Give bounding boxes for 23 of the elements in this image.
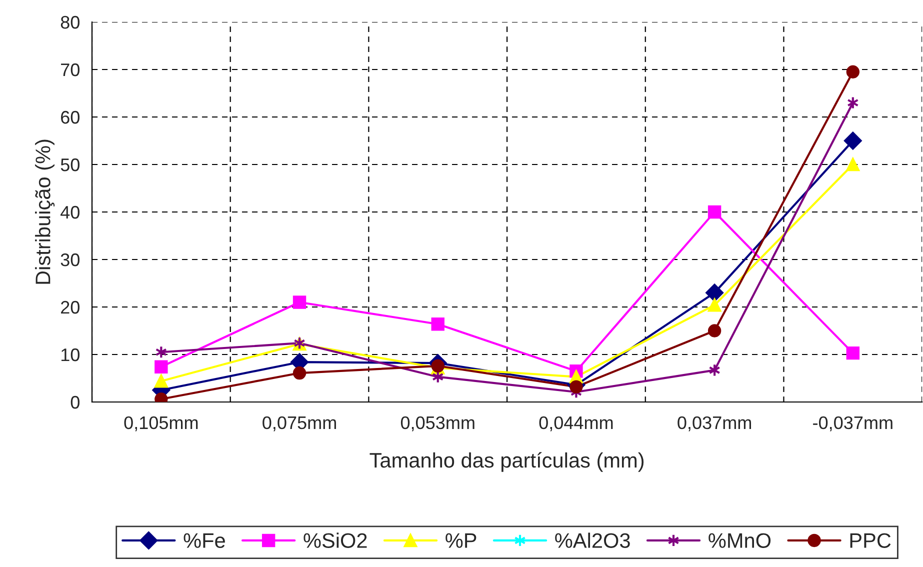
x-tick-label: 0,037mm — [678, 416, 751, 432]
legend-label: %Fe — [184, 533, 225, 548]
y-axis-title: Distribuição (%) — [35, 140, 55, 284]
x-tick-label: 0,105mm — [124, 416, 198, 432]
y-tick-label: 0 — [70, 396, 80, 409]
legend-label: %SiO2 — [304, 532, 367, 548]
y-tick-label: 30 — [60, 253, 80, 266]
y-tick-label: 20 — [61, 300, 80, 314]
legend-label: PPC — [850, 533, 891, 548]
legend-label: %P — [446, 533, 476, 548]
x-tick-label: -0,037mm — [813, 416, 892, 432]
y-tick-label: 10 — [61, 348, 80, 362]
legend-label: %MnO — [708, 533, 771, 548]
y-tick-label: 40 — [60, 206, 80, 219]
x-tick-label: 0,044mm — [539, 416, 613, 432]
x-tick-label: 0,053mm — [400, 416, 474, 432]
y-tick-label: 70 — [61, 63, 80, 76]
y-tick-label: 80 — [60, 16, 80, 29]
y-tick-label: 50 — [60, 158, 80, 172]
x-tick-label: 0,075mm — [262, 416, 336, 432]
y-tick-label: 60 — [61, 110, 80, 124]
x-axis-title: Tamanho das partículas (mm) — [370, 452, 644, 472]
legend-label: %Al2O3 — [555, 532, 630, 548]
